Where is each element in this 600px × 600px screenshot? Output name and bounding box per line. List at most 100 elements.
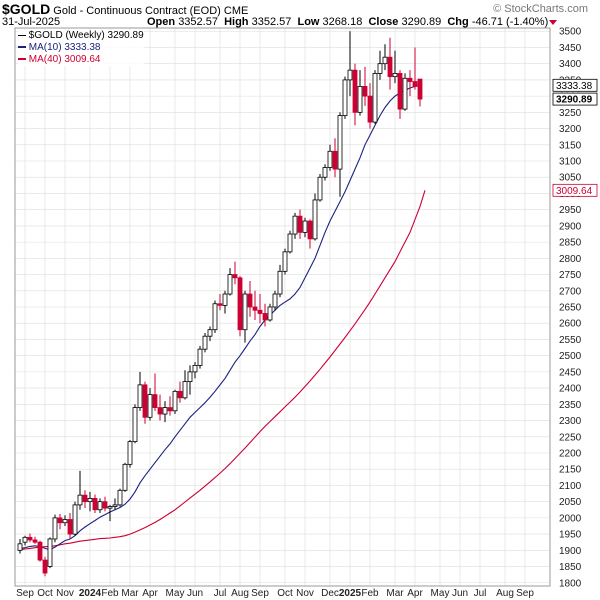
candle-body (157, 407, 163, 415)
y-tick-label: 2200 (559, 448, 582, 459)
candle-body (42, 559, 48, 574)
close-value: 3290.89 (401, 16, 442, 28)
candle-body (287, 233, 293, 253)
candle-body (182, 381, 188, 399)
y-tick-label: 2000 (559, 513, 582, 524)
price-tag: 3290.89 (552, 92, 598, 106)
candle-body (267, 306, 273, 321)
candle-body (302, 220, 308, 233)
candle-body (322, 167, 328, 178)
candle-body (237, 277, 243, 331)
x-tick-label: Mar (386, 588, 404, 599)
candle-body (242, 293, 248, 331)
x-axis-ticks: Sep Oct Nov 2024 Feb Mar Apr May Jun Jul Aug Sep Oct… (16, 588, 534, 599)
y-tick-label: 1800 (559, 578, 582, 589)
candle-body (337, 115, 343, 170)
ma40-layer (19, 190, 426, 551)
legend-item-ma10: MA(10) 3333.38 (18, 42, 144, 54)
candle-body (147, 394, 153, 418)
candle-body (357, 85, 363, 113)
price-tag-box (552, 78, 598, 92)
candle-body (247, 293, 253, 308)
y-tick-label: 2350 (559, 400, 582, 411)
candle-body (132, 407, 138, 443)
x-tick-label: Oct (37, 588, 53, 599)
y-tick-label: 3150 (559, 140, 582, 151)
legend-ma40-label: MA(40) 3009.64 (28, 54, 101, 65)
candle-body (187, 371, 193, 383)
chart-title: $GOLD Gold - Continuous Contract (EOD) C… (2, 1, 248, 17)
candle-body (172, 390, 178, 412)
x-tick-label: Oct (277, 588, 293, 599)
candle-body (122, 463, 128, 491)
y-tick-label: 2700 (559, 286, 582, 297)
x-tick-label: Dec (321, 588, 339, 599)
candle-body (387, 56, 393, 78)
x-tick-label: Nov (296, 588, 314, 599)
candle-body (327, 150, 333, 168)
candle-body (197, 348, 203, 366)
x-tick-label: Jun (187, 588, 203, 599)
candle-body (377, 63, 383, 74)
candle-body (292, 215, 298, 235)
change-value: -46.71 (-1.40%) (471, 16, 549, 28)
y-tick-label: 2950 (559, 205, 582, 216)
price-tag-label: 3009.64 (556, 186, 593, 197)
price-tag: 3009.64 (552, 183, 598, 197)
x-tick-label: Apr (407, 588, 423, 599)
collapse-arrow-icon[interactable] (549, 20, 557, 25)
candle-body (152, 394, 158, 408)
y-tick-label: 2400 (559, 384, 582, 395)
candle-body (92, 498, 98, 511)
candle-body (27, 536, 33, 541)
change-label: Chg (447, 16, 469, 28)
x-tick-label: Jul (214, 588, 227, 599)
candle-body (367, 95, 373, 123)
close-label: Close (368, 16, 399, 28)
candle-body (67, 519, 73, 535)
candle-body (217, 303, 223, 306)
x-tick-label: Jul (474, 588, 487, 599)
candle-body (362, 85, 368, 97)
x-tick-label: Aug (496, 588, 514, 599)
x-tick-label: May (166, 588, 185, 599)
y-tick-label: 1850 (559, 562, 582, 573)
candle-body (402, 77, 408, 110)
candle-body (382, 56, 388, 65)
y-tick-label: 3100 (559, 157, 582, 168)
candle-body (137, 384, 143, 408)
ohlc-values: Open 3352.57 High 3352.57 Low 3268.18 Cl… (147, 16, 548, 28)
y-tick-label: 3200 (559, 124, 582, 135)
candle-body (312, 199, 318, 240)
y-tick-label: 2250 (559, 432, 582, 443)
legend-ma10-swatch (18, 46, 26, 49)
y-tick-label: 2150 (559, 465, 582, 476)
ma40-line (19, 190, 426, 551)
candle-body (107, 506, 113, 509)
candle-body (82, 494, 88, 503)
y-tick-label: 2050 (559, 497, 582, 508)
y-tick-label: 3400 (559, 59, 582, 70)
candle-body (57, 517, 63, 524)
x-tick-label: Nov (56, 588, 74, 599)
instrument-description: Gold - Continuous Contract (EOD) (53, 5, 221, 17)
candle-body (72, 504, 78, 535)
candle-body (62, 519, 68, 524)
legend-price-label: $GOLD (Weekly) 3290.89 (28, 30, 144, 41)
candle-body (222, 293, 228, 306)
candle-body (212, 303, 218, 331)
open-value: 3352.57 (178, 16, 218, 28)
y-tick-label: 2900 (559, 221, 582, 232)
candle-body (207, 329, 213, 337)
x-tick-label: May (431, 588, 450, 599)
candle-body (142, 384, 148, 418)
y-tick-label: 2450 (559, 367, 582, 378)
y-tick-label: 2750 (559, 270, 582, 281)
candle-body (347, 69, 353, 81)
candle-body (117, 489, 123, 506)
x-tick-label: Sep (16, 588, 34, 599)
candle-body (332, 150, 338, 170)
price-tag-box (552, 92, 598, 106)
legend-item-price: $GOLD (Weekly) 3290.89 (18, 30, 144, 42)
